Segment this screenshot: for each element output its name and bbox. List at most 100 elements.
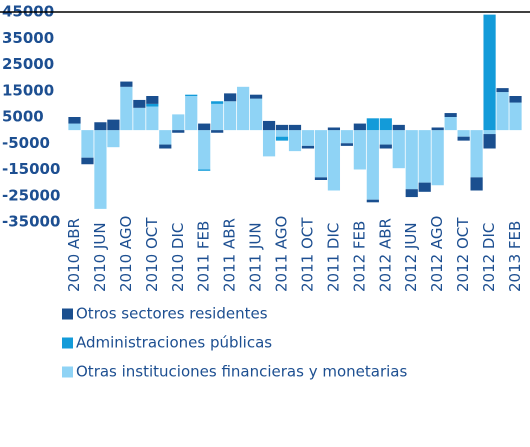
bar <box>314 177 328 180</box>
bar <box>224 101 237 131</box>
legend-label: Administraciones públicas <box>76 334 272 352</box>
legend-swatch <box>62 308 73 320</box>
bar <box>211 130 224 133</box>
bar <box>159 144 172 149</box>
x-tick-label: 2010 JUN <box>91 222 109 292</box>
bar <box>340 143 353 146</box>
y-tick-label: -5000 <box>2 134 50 152</box>
bar <box>146 106 159 131</box>
bar <box>81 157 94 165</box>
bar <box>301 145 315 149</box>
bar <box>262 120 276 131</box>
bar <box>237 86 250 131</box>
bar <box>496 88 509 93</box>
bar <box>211 103 224 131</box>
legend-swatch <box>62 337 73 349</box>
bar <box>198 130 211 170</box>
bar <box>120 86 133 131</box>
legend-label: Otros sectores residentes <box>76 305 268 323</box>
x-tick-label: 2011 DIC <box>324 223 342 292</box>
bar <box>444 113 457 117</box>
bar <box>198 123 211 131</box>
x-tick-label: 2010 ABR <box>65 218 83 292</box>
y-tick-label: -25000 <box>2 186 60 204</box>
bar <box>81 130 94 158</box>
x-tick-label: 2011 ABR <box>221 218 239 292</box>
bar <box>470 177 483 191</box>
bar <box>262 130 276 157</box>
bar <box>418 130 431 183</box>
x-tick-label: 2011 OCT <box>298 217 316 292</box>
bar <box>509 102 522 131</box>
bar <box>185 96 198 131</box>
bar <box>483 130 496 135</box>
x-tick-label: 2011 JUN <box>247 222 265 292</box>
bar <box>405 130 418 190</box>
bar <box>146 96 159 104</box>
bar <box>483 14 496 131</box>
x-tick-label: 2013 FEB <box>506 221 524 292</box>
x-tick-label: 2012 JUN <box>402 222 420 292</box>
bar <box>366 199 379 203</box>
y-tick-label: -15000 <box>2 160 60 178</box>
bar <box>288 130 302 152</box>
bar <box>133 99 146 108</box>
bar <box>314 130 328 178</box>
bar <box>509 96 522 103</box>
legend-swatch <box>62 366 73 378</box>
x-tick-label: 2010 DIC <box>169 223 187 292</box>
bar <box>249 98 263 131</box>
bar <box>353 123 366 131</box>
x-tick-label: 2011 FEB <box>195 221 213 292</box>
bar <box>431 127 444 131</box>
bar <box>120 81 133 87</box>
bar <box>275 124 289 131</box>
x-tick-label: 2012 OCT <box>454 217 472 292</box>
y-tick-label: 35000 <box>2 29 54 47</box>
bar <box>392 130 405 169</box>
legend-label: Otras instituciones financieras y moneta… <box>76 363 407 381</box>
bar <box>496 92 509 131</box>
bar <box>94 122 107 131</box>
bar <box>418 182 431 192</box>
y-tick-label: 5000 <box>2 108 44 126</box>
bar <box>327 127 341 131</box>
bar <box>483 134 496 149</box>
bar <box>379 144 392 149</box>
x-tick-label: 2012 AGO <box>428 216 446 292</box>
bar <box>159 130 172 145</box>
bar <box>470 130 483 178</box>
bar <box>301 130 315 146</box>
bar <box>366 130 379 200</box>
x-tick-label: 2012 ABR <box>376 218 394 292</box>
bar <box>457 136 470 141</box>
bar <box>392 124 405 131</box>
bar <box>107 119 120 131</box>
bar <box>68 123 81 131</box>
y-tick-label: -35000 <box>2 213 60 231</box>
bar <box>288 124 302 131</box>
bar <box>185 94 198 96</box>
bar <box>107 130 120 148</box>
bar <box>431 130 444 186</box>
bar <box>379 130 392 145</box>
bar <box>172 114 185 131</box>
bar <box>275 136 289 141</box>
bar <box>198 169 211 171</box>
bar <box>457 130 470 137</box>
bar <box>405 189 418 198</box>
bar <box>379 118 392 131</box>
y-tick-label: 15000 <box>2 81 54 99</box>
bar <box>172 130 185 133</box>
bar <box>68 117 81 124</box>
bar <box>353 130 366 170</box>
bar <box>340 130 353 144</box>
bar <box>224 93 237 102</box>
x-tick-label: 2010 OCT <box>143 217 161 292</box>
x-tick-label: 2012 FEB <box>350 221 368 292</box>
bar <box>146 103 159 107</box>
x-tick-label: 2011 AGO <box>273 216 291 292</box>
bar <box>444 117 457 131</box>
bar <box>327 130 341 191</box>
